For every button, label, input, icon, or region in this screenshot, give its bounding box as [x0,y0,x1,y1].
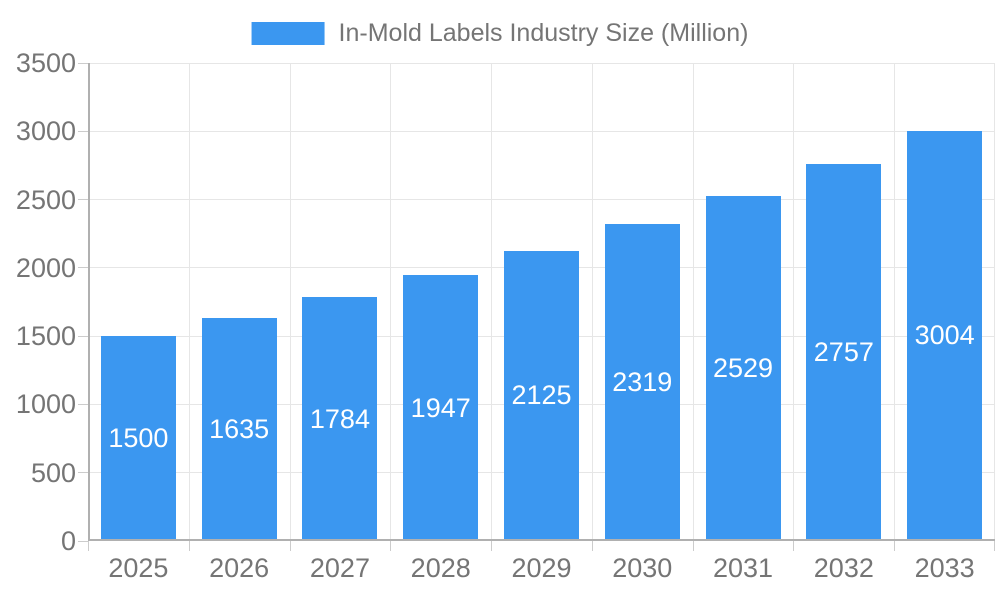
x-tick [994,541,995,551]
gridline-v [289,63,291,541]
bar-value-label: 2757 [813,337,874,368]
y-tick [78,62,88,64]
bar: 1947 [403,275,479,541]
y-tick-label: 3000 [15,116,76,147]
gridline-v [894,63,896,541]
gridline-v [793,63,795,541]
gridline-v [591,63,593,541]
gridline-v [491,63,493,541]
y-tick [78,403,88,405]
gridline-h [88,130,995,132]
x-tick [491,541,493,551]
y-tick-label: 1000 [15,389,76,420]
y-tick-label: 2500 [15,184,76,215]
y-tick-label: 3500 [15,48,76,78]
bar-value-label: 1500 [108,423,169,454]
x-tick-label: 2033 [914,553,975,583]
y-tick-label: 1500 [15,321,76,352]
y-tick [78,267,88,269]
bar-value-label: 2319 [612,367,673,398]
y-tick [78,130,88,132]
x-tick [390,541,392,551]
bar: 2757 [806,164,882,541]
x-tick-label: 2028 [410,553,471,583]
bar: 1784 [302,297,378,541]
x-tick-label: 2032 [813,553,874,583]
gridline-v [390,63,392,541]
bar-value-label: 1947 [410,392,471,423]
bar-value-label: 1635 [209,413,270,444]
x-tick-label: 2030 [612,553,673,583]
gridline-v [692,63,694,541]
x-tick [289,541,291,551]
y-tick [78,540,88,542]
y-axis-line [88,63,90,541]
legend-swatch [251,21,325,45]
bar: 2529 [705,195,781,541]
bar-value-label: 3004 [914,320,975,351]
gridline-h [88,62,995,64]
bar: 2319 [604,224,680,541]
x-tick [793,541,795,551]
gridline-h [88,199,995,201]
bar: 2125 [504,250,579,541]
x-axis-line [88,539,995,541]
x-tick-label: 2027 [309,553,370,583]
bar-value-label: 2529 [713,352,774,383]
x-tick-label: 2025 [108,553,169,583]
legend-label: In-Mold Labels Industry Size (Million) [338,19,749,47]
y-tick [78,335,88,337]
y-tick [78,199,88,201]
x-tick [188,541,190,551]
y-tick [78,472,88,474]
x-tick [692,541,694,551]
x-tick-label: 2031 [713,553,774,583]
bar: 1635 [201,317,277,541]
gridline-v [994,63,995,541]
x-tick [591,541,593,551]
bar-value-label: 1784 [309,403,370,434]
x-tick-label: 2029 [511,553,572,583]
y-tick-label: 2000 [15,252,76,283]
plot-area: 0 500 1000 1500 2000 2500 3000 3500 1500 2025 1635… [16,48,995,583]
y-tick-label: 500 [30,457,76,488]
bar: 1500 [100,336,176,541]
legend: In-Mold Labels Industry Size (Million) [251,19,749,47]
x-tick-label: 2026 [209,553,270,583]
x-tick [894,541,896,551]
gridline-v [188,63,190,541]
y-tick-label: 0 [60,526,76,556]
x-tick [88,541,89,551]
bar-value-label: 2125 [511,380,572,411]
bar: 3004 [907,130,983,541]
